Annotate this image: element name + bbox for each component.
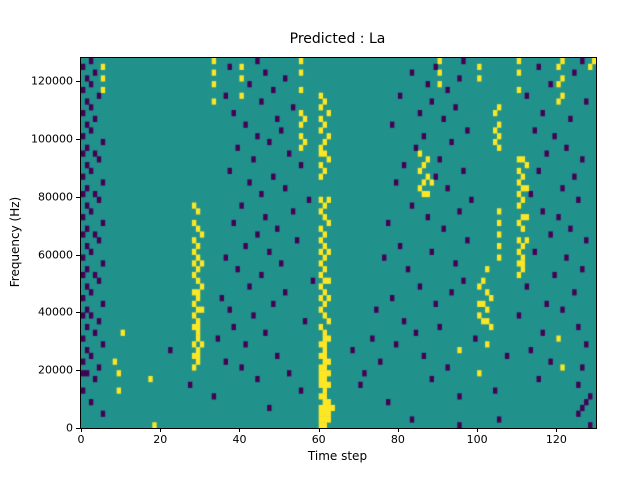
y-tick-mark [76, 428, 80, 429]
y-tick-label: 100000 [31, 132, 73, 146]
y-axis-label: Frequency (Hz) [8, 196, 22, 288]
x-tick-label: 100 [466, 433, 488, 446]
y-tick-mark [76, 196, 80, 198]
x-tick-label: 120 [545, 433, 567, 446]
y-tick-mark [76, 254, 80, 256]
y-tick-label: 80000 [38, 190, 73, 204]
y-tick-mark [76, 138, 80, 140]
y-tick-mark [76, 81, 80, 83]
x-tick-mark [318, 428, 320, 432]
x-tick-mark [397, 428, 399, 432]
x-tick-mark [477, 428, 479, 432]
x-tick-mark [556, 428, 558, 432]
x-tick-label: 60 [311, 433, 326, 446]
x-tick-mark [160, 428, 162, 432]
x-tick-label: 80 [390, 433, 405, 446]
y-tick-mark [76, 370, 80, 372]
x-tick-mark [239, 428, 241, 432]
heatmap-plot: 0 20 40 60 80 100 120 0 20000 40000 60000 80000 1000… [31, 57, 597, 446]
x-axis-label: Time step [307, 449, 368, 463]
y-tick-label: 20000 [38, 363, 73, 377]
y-tick-label: 60000 [38, 248, 73, 262]
y-tick-mark [76, 312, 80, 314]
y-tick-label: 120000 [31, 74, 73, 88]
chart-title: Predicted : La [289, 31, 386, 47]
y-tick-label: 0 [66, 421, 73, 435]
heatmap-canvas [81, 58, 596, 428]
y-tick-label: 40000 [38, 305, 73, 319]
x-tick-label: 0 [77, 433, 85, 446]
x-tick-label: 20 [153, 433, 168, 446]
x-tick-label: 40 [232, 433, 247, 446]
x-tick-mark [81, 428, 82, 432]
